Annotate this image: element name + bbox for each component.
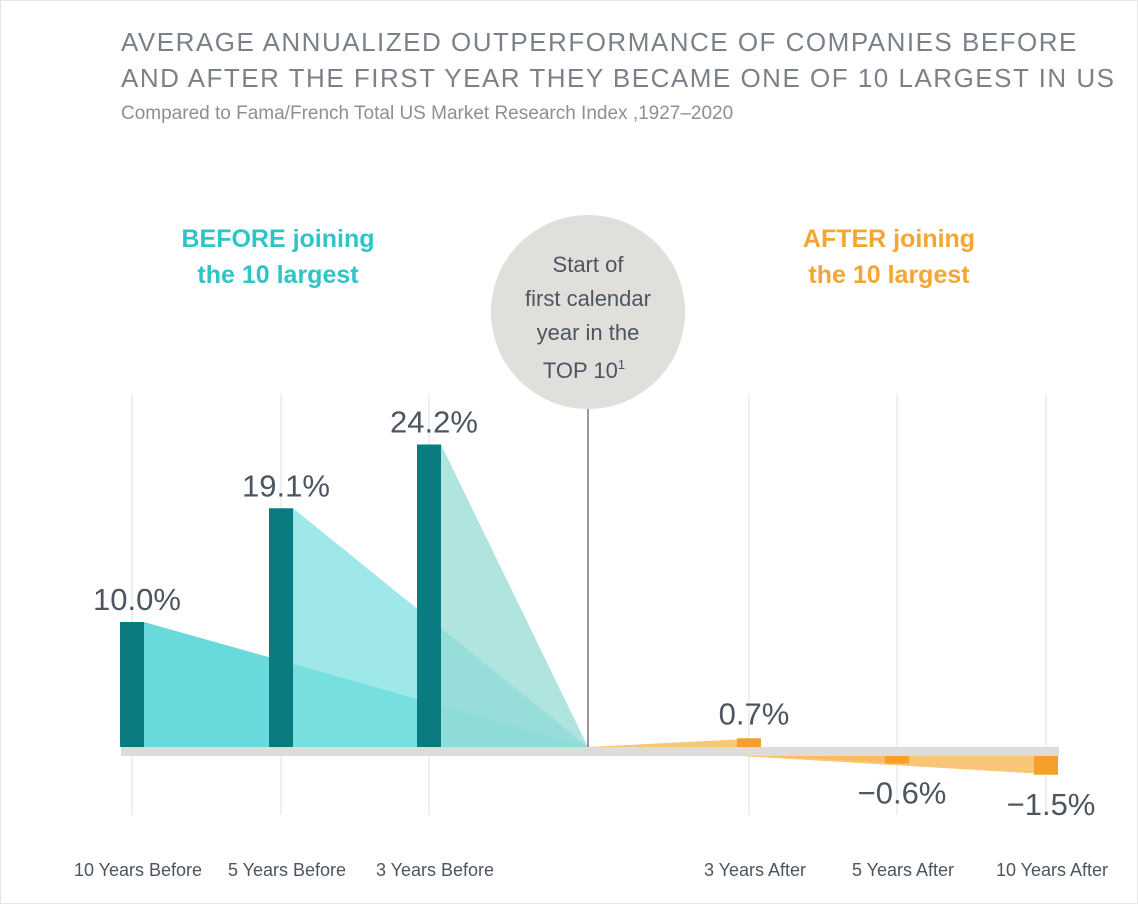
- circle-text-footnote: 1: [618, 357, 625, 372]
- category-labels: 10 Years Before 5 Years Before 3 Years Bef…: [74, 860, 1108, 880]
- category-label: 10 Years Before: [74, 860, 202, 880]
- category-label: 3 Years After: [704, 860, 806, 880]
- bar-5-years-before: [269, 508, 293, 747]
- chart-subtitle: Compared to Fama/French Total US Market …: [121, 103, 734, 124]
- value-label: 19.1%: [242, 468, 330, 503]
- before-label-line-1: BEFORE joining: [181, 225, 374, 253]
- category-label: 10 Years After: [996, 860, 1108, 880]
- after-label-line-1: AFTER joining: [803, 225, 975, 253]
- top10-start-marker: Start of first calendar year in the TOP …: [491, 215, 685, 409]
- bar-5-years-after: [885, 756, 909, 764]
- value-label: 24.2%: [390, 405, 478, 440]
- circle-text-line-3: year in the: [537, 320, 640, 345]
- category-label: 3 Years Before: [376, 860, 494, 880]
- trend-wedge-3: [588, 738, 761, 747]
- circle-text-line-2: first calendar: [525, 286, 651, 311]
- circle-text-top10: TOP 10: [543, 358, 618, 383]
- bar-10-years-after: [1034, 756, 1058, 775]
- bar-10-years-before: [120, 622, 144, 747]
- after-annotation: AFTER joining the 10 largest: [803, 225, 975, 289]
- value-label: −0.6%: [858, 776, 947, 811]
- chart-title: AVERAGE ANNUALIZED OUTPERFORMANCE OF COM…: [121, 24, 1116, 96]
- category-label: 5 Years Before: [228, 860, 346, 880]
- value-labels: 10.0% 19.1% 24.2% 0.7% −0.6% −1.5%: [93, 405, 1095, 822]
- category-label: 5 Years After: [852, 860, 954, 880]
- chart-title-line-1: AVERAGE ANNUALIZED OUTPERFORMANCE OF COM…: [121, 27, 1078, 57]
- after-label-line-2: the 10 largest: [808, 261, 970, 289]
- circle-text-line-4: TOP 101: [543, 357, 625, 383]
- value-label: −1.5%: [1007, 787, 1096, 822]
- value-label: 10.0%: [93, 582, 181, 617]
- value-label: 0.7%: [719, 696, 790, 731]
- bar-3-years-after: [737, 738, 761, 747]
- bar-3-years-before: [417, 444, 441, 747]
- before-annotation: BEFORE joining the 10 largest: [181, 225, 374, 289]
- before-label-line-2: the 10 largest: [197, 261, 359, 289]
- top10-start-circle: [491, 215, 685, 409]
- trend-wedge-2: [441, 444, 588, 747]
- circle-text-line-1: Start of: [553, 252, 625, 277]
- chart-title-line-2: AND AFTER THE FIRST YEAR THEY BECAME ONE…: [121, 63, 1116, 93]
- zero-baseline: [121, 747, 1059, 756]
- bars: [120, 444, 1058, 775]
